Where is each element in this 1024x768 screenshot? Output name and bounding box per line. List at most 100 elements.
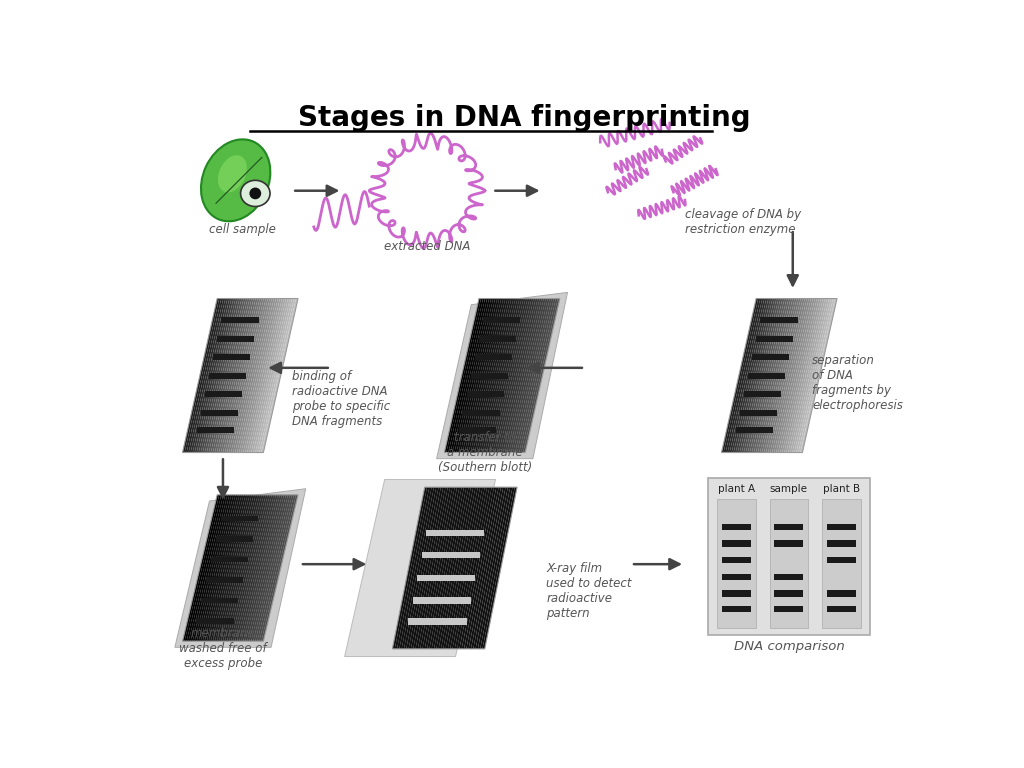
Polygon shape	[457, 299, 494, 452]
Polygon shape	[480, 487, 515, 649]
Text: sample: sample	[770, 484, 808, 494]
Polygon shape	[509, 299, 546, 452]
Polygon shape	[519, 299, 556, 452]
Polygon shape	[445, 487, 480, 649]
Polygon shape	[416, 487, 451, 649]
Polygon shape	[407, 487, 441, 649]
Polygon shape	[199, 299, 236, 452]
Polygon shape	[786, 299, 823, 452]
Polygon shape	[758, 299, 795, 452]
Polygon shape	[195, 299, 231, 452]
Polygon shape	[772, 299, 809, 452]
Polygon shape	[209, 372, 246, 379]
Polygon shape	[219, 495, 256, 641]
FancyBboxPatch shape	[826, 540, 856, 547]
Polygon shape	[203, 299, 240, 452]
Polygon shape	[780, 299, 817, 452]
Polygon shape	[245, 299, 282, 452]
Polygon shape	[193, 299, 229, 452]
Polygon shape	[463, 409, 500, 415]
Polygon shape	[774, 299, 811, 452]
Polygon shape	[743, 391, 781, 397]
Polygon shape	[735, 427, 773, 432]
Polygon shape	[203, 495, 240, 641]
Polygon shape	[213, 495, 250, 641]
Polygon shape	[784, 299, 821, 452]
Text: Stages in DNA fingerprinting: Stages in DNA fingerprinting	[298, 104, 752, 131]
Polygon shape	[731, 299, 768, 452]
Polygon shape	[490, 299, 527, 452]
Polygon shape	[261, 495, 298, 641]
Polygon shape	[175, 488, 306, 647]
Polygon shape	[233, 299, 269, 452]
Polygon shape	[225, 495, 262, 641]
Ellipse shape	[201, 139, 270, 221]
Polygon shape	[205, 495, 242, 641]
Polygon shape	[482, 299, 519, 452]
Polygon shape	[253, 495, 290, 641]
Polygon shape	[245, 495, 282, 641]
Polygon shape	[733, 299, 770, 452]
Polygon shape	[801, 299, 837, 452]
Polygon shape	[722, 299, 758, 452]
FancyBboxPatch shape	[722, 540, 751, 547]
Polygon shape	[427, 487, 462, 649]
Polygon shape	[221, 317, 258, 323]
Polygon shape	[211, 557, 248, 562]
Polygon shape	[482, 487, 517, 649]
Polygon shape	[241, 299, 278, 452]
Polygon shape	[186, 299, 223, 452]
Polygon shape	[229, 299, 265, 452]
Polygon shape	[462, 487, 497, 649]
Polygon shape	[730, 299, 766, 452]
Polygon shape	[221, 495, 258, 641]
Polygon shape	[493, 299, 529, 452]
Polygon shape	[754, 299, 791, 452]
Ellipse shape	[241, 180, 270, 207]
Polygon shape	[486, 299, 523, 452]
Polygon shape	[745, 299, 782, 452]
FancyBboxPatch shape	[722, 591, 751, 597]
Polygon shape	[211, 299, 248, 452]
Polygon shape	[217, 336, 254, 342]
Polygon shape	[793, 299, 829, 452]
Polygon shape	[455, 487, 489, 649]
Polygon shape	[484, 299, 521, 452]
Polygon shape	[215, 495, 252, 641]
Polygon shape	[436, 487, 471, 649]
Polygon shape	[420, 487, 455, 649]
Polygon shape	[453, 487, 487, 649]
FancyBboxPatch shape	[774, 606, 804, 612]
Polygon shape	[247, 299, 284, 452]
Polygon shape	[756, 299, 793, 452]
Polygon shape	[748, 372, 785, 379]
FancyBboxPatch shape	[774, 574, 804, 580]
Polygon shape	[188, 495, 225, 641]
Polygon shape	[394, 487, 429, 649]
Polygon shape	[241, 495, 278, 641]
Text: extracted DNA: extracted DNA	[384, 240, 470, 253]
Text: membrane
washed free of
excess probe: membrane washed free of excess probe	[179, 627, 267, 670]
Polygon shape	[743, 299, 780, 452]
FancyBboxPatch shape	[708, 478, 869, 635]
Polygon shape	[255, 299, 292, 452]
Polygon shape	[233, 495, 269, 641]
Polygon shape	[469, 299, 505, 452]
FancyBboxPatch shape	[826, 524, 856, 530]
Polygon shape	[413, 598, 471, 604]
FancyBboxPatch shape	[826, 606, 856, 612]
Polygon shape	[436, 293, 567, 458]
Polygon shape	[221, 299, 258, 452]
Polygon shape	[243, 299, 280, 452]
Polygon shape	[446, 299, 483, 452]
Polygon shape	[249, 299, 286, 452]
Text: X-ray film
used to detect
radioactive
pattern: X-ray film used to detect radioactive pa…	[547, 562, 632, 620]
Polygon shape	[752, 354, 790, 360]
Polygon shape	[464, 487, 499, 649]
Polygon shape	[223, 299, 260, 452]
Text: separation
of DNA
fragments by
electrophoresis: separation of DNA fragments by electroph…	[812, 354, 903, 412]
Polygon shape	[217, 495, 254, 641]
Polygon shape	[501, 299, 538, 452]
Polygon shape	[471, 299, 507, 452]
Polygon shape	[776, 299, 813, 452]
